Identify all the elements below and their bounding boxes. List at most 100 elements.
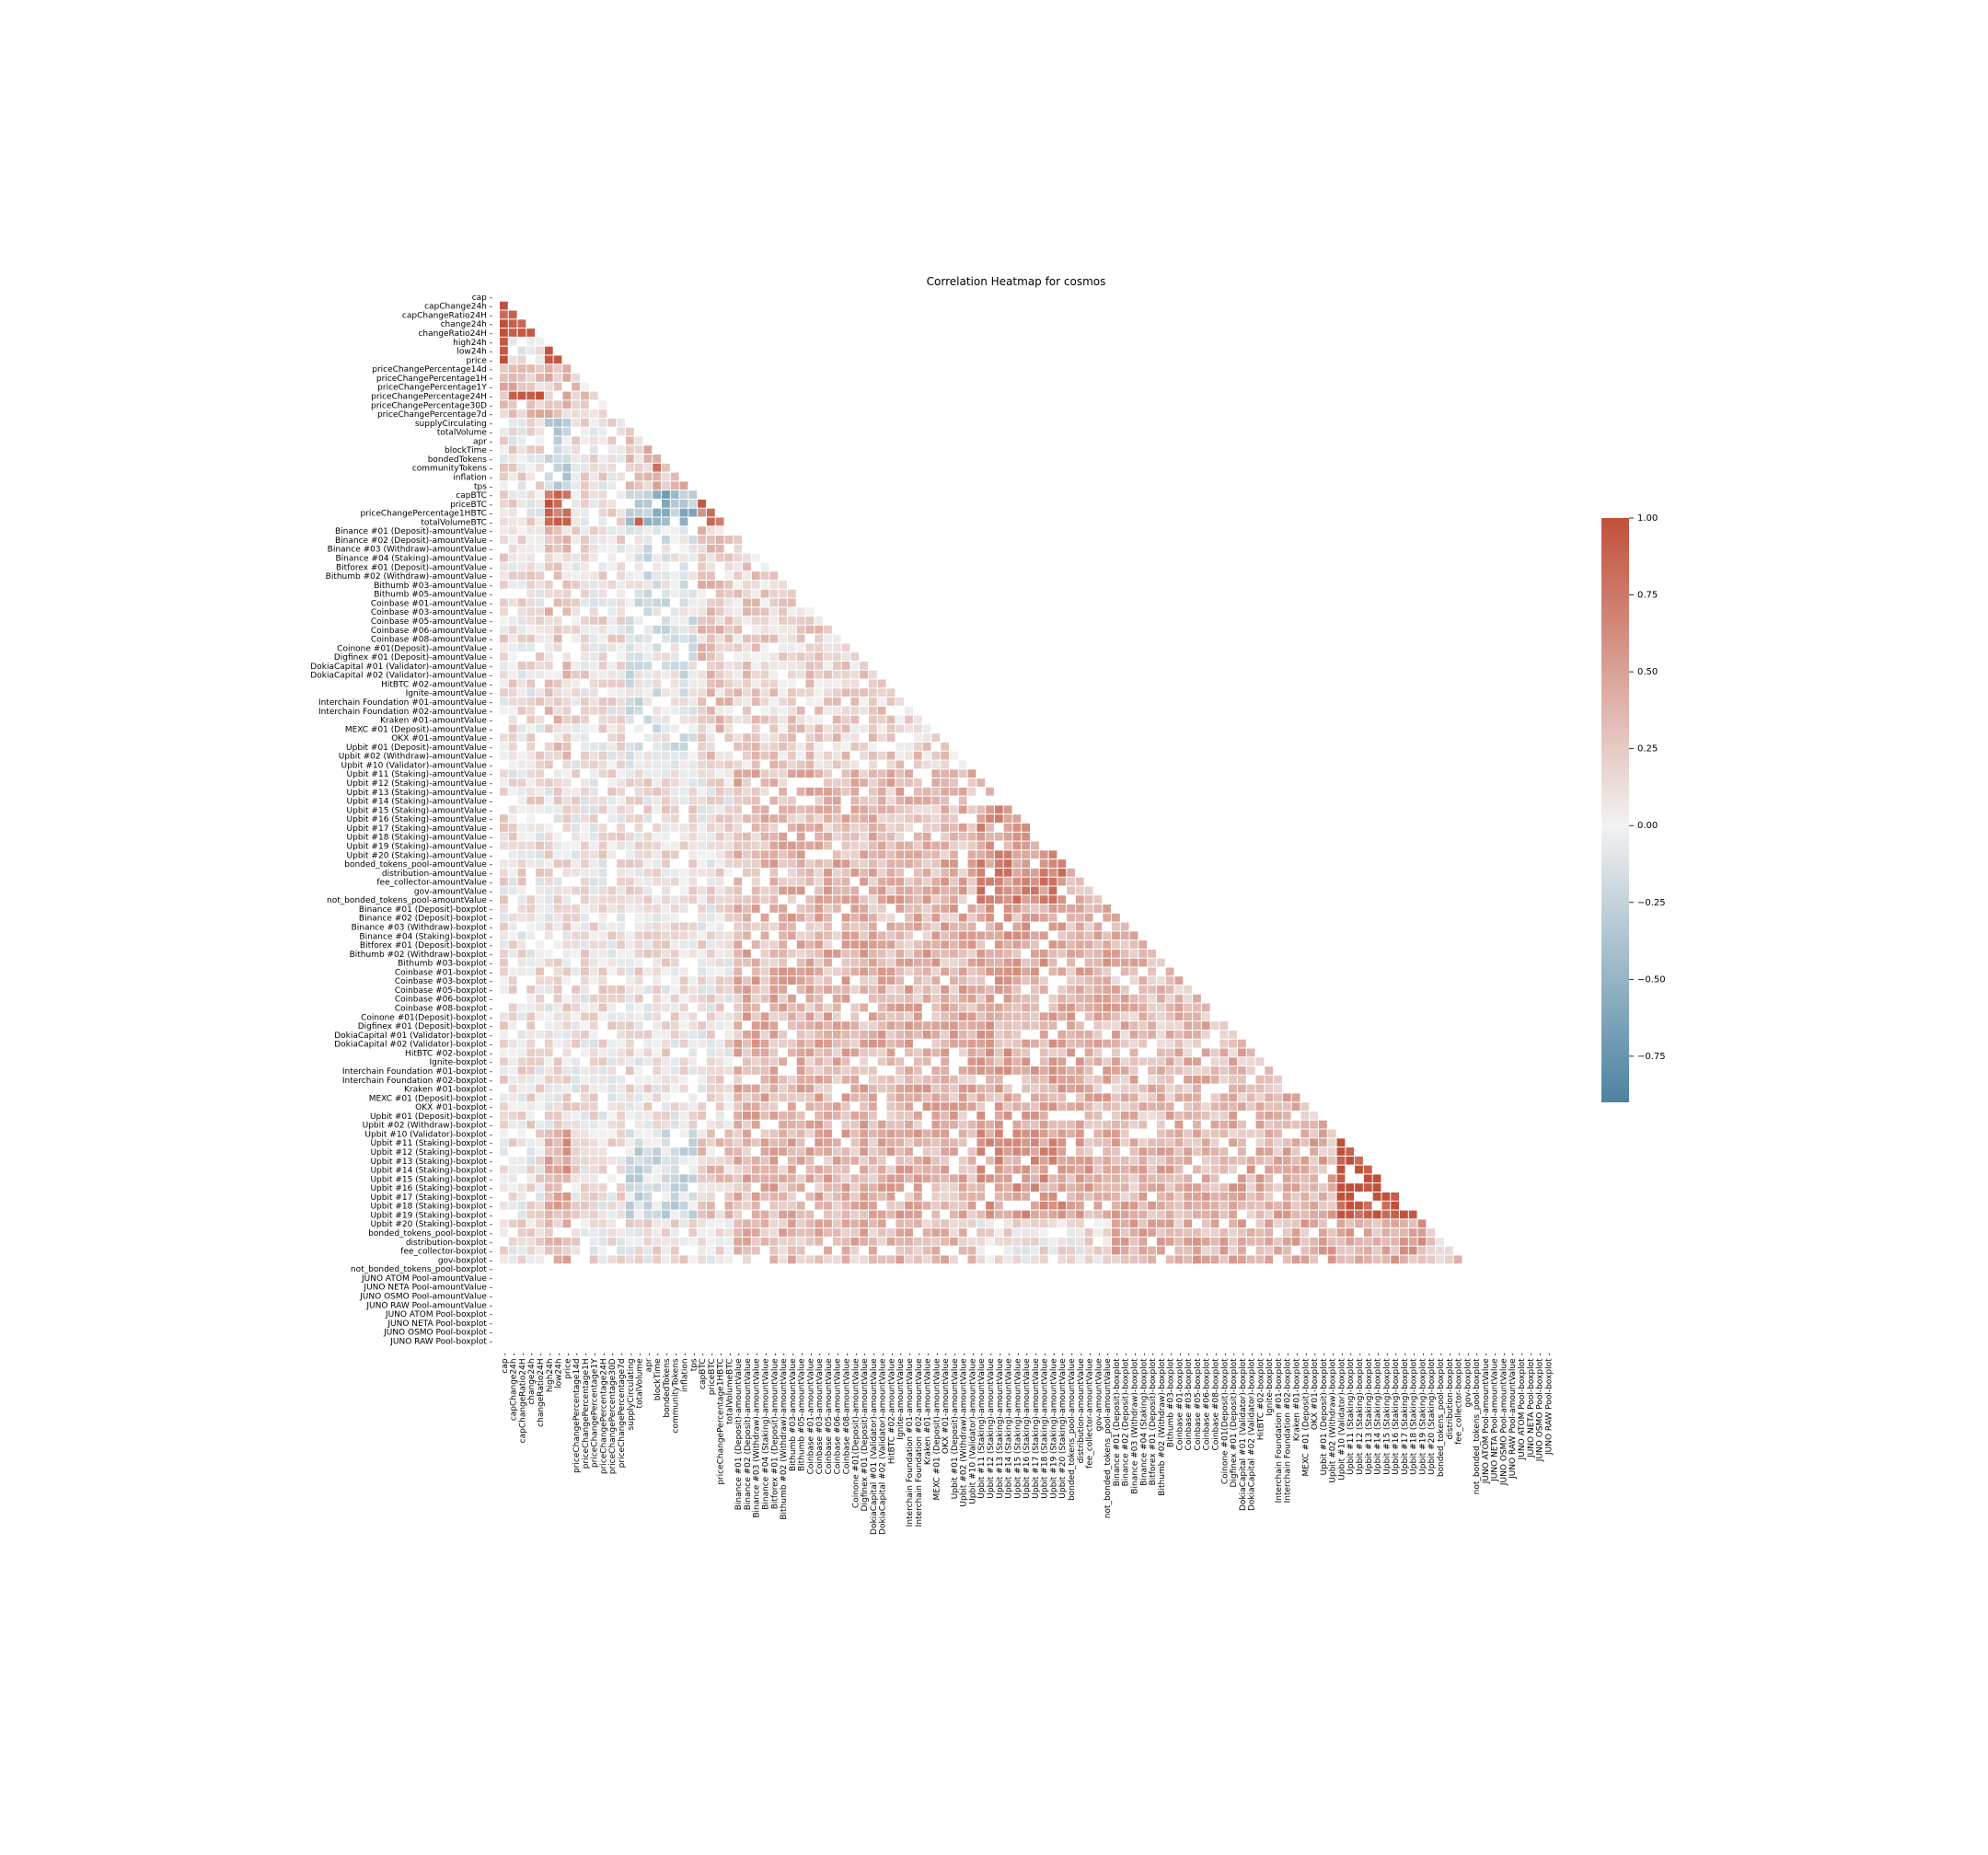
heatmap-cell bbox=[1165, 1228, 1174, 1237]
heatmap-cell bbox=[670, 1111, 679, 1120]
heatmap-cell bbox=[977, 886, 986, 895]
heatmap-cell bbox=[1156, 1138, 1165, 1147]
heatmap-cell bbox=[769, 1003, 779, 1012]
heatmap-cell bbox=[572, 715, 581, 724]
heatmap-cell bbox=[743, 787, 751, 796]
heatmap-cell bbox=[1022, 922, 1031, 931]
heatmap-cell bbox=[913, 850, 922, 859]
heatmap-cell bbox=[688, 634, 698, 643]
heatmap-cell bbox=[553, 994, 562, 1003]
heatmap-cell bbox=[1093, 1093, 1103, 1102]
heatmap-cell bbox=[1022, 994, 1031, 1003]
heatmap-cell bbox=[643, 1084, 653, 1093]
heatmap-cell bbox=[724, 778, 734, 787]
heatmap-cell bbox=[562, 364, 572, 374]
heatmap-cell bbox=[967, 1192, 977, 1201]
heatmap-cell bbox=[950, 922, 958, 931]
heatmap-cell bbox=[536, 805, 544, 814]
heatmap-cell bbox=[526, 1066, 536, 1075]
heatmap-cell bbox=[1067, 1120, 1075, 1129]
heatmap-cell bbox=[670, 472, 679, 481]
heatmap-cell bbox=[760, 1228, 769, 1237]
heatmap-cell bbox=[1138, 1228, 1148, 1237]
heatmap-cell bbox=[1129, 994, 1138, 1003]
heatmap-cell bbox=[1039, 1183, 1048, 1192]
heatmap-cell bbox=[760, 1084, 769, 1093]
heatmap-cell bbox=[1039, 1111, 1048, 1120]
heatmap-cell bbox=[662, 1021, 670, 1030]
heatmap-cell bbox=[724, 598, 734, 607]
heatmap-cell bbox=[662, 1183, 670, 1192]
heatmap-cell bbox=[670, 688, 679, 697]
heatmap-cell bbox=[868, 841, 877, 850]
heatmap-cell bbox=[688, 922, 698, 931]
heatmap-cell bbox=[913, 1003, 922, 1012]
heatmap-cell bbox=[787, 670, 796, 679]
heatmap-cell bbox=[617, 571, 625, 580]
heatmap-cell bbox=[572, 418, 581, 427]
heatmap-cell bbox=[581, 1003, 589, 1012]
heatmap-cell bbox=[508, 1039, 517, 1048]
heatmap-cell bbox=[734, 1192, 743, 1201]
heatmap-cell bbox=[1022, 1021, 1031, 1030]
heatmap-cell bbox=[562, 536, 572, 544]
heatmap-cell bbox=[958, 1246, 967, 1255]
heatmap-cell bbox=[850, 850, 860, 859]
heatmap-cell bbox=[1003, 886, 1012, 895]
heatmap-cell bbox=[1067, 976, 1075, 985]
heatmap-cell bbox=[553, 1201, 562, 1210]
heatmap-cell bbox=[653, 1075, 662, 1084]
heatmap-cell bbox=[581, 544, 589, 553]
heatmap-cell bbox=[706, 508, 715, 517]
heatmap-cell bbox=[922, 940, 931, 949]
heatmap-cell bbox=[1237, 1147, 1246, 1156]
heatmap-cell bbox=[1148, 1003, 1156, 1012]
heatmap-cell bbox=[815, 1066, 824, 1075]
heatmap-cell bbox=[526, 607, 536, 616]
heatmap-cell bbox=[734, 1210, 743, 1219]
heatmap-cell bbox=[1112, 1057, 1120, 1066]
heatmap-cell bbox=[787, 1219, 796, 1228]
heatmap-cell bbox=[1174, 1174, 1184, 1183]
heatmap-cell bbox=[598, 985, 607, 994]
heatmap-cell bbox=[1327, 1174, 1336, 1183]
heatmap-cell bbox=[1003, 1174, 1012, 1183]
heatmap-cell bbox=[913, 1048, 922, 1057]
heatmap-cell bbox=[787, 616, 796, 625]
heatmap-cell bbox=[706, 976, 715, 985]
heatmap-cell bbox=[508, 1246, 517, 1255]
heatmap-cell bbox=[796, 1111, 805, 1120]
heatmap-cell bbox=[706, 643, 715, 652]
heatmap-cell bbox=[779, 625, 787, 634]
heatmap-cell bbox=[1184, 1201, 1193, 1210]
heatmap-cell bbox=[589, 1111, 598, 1120]
heatmap-cell bbox=[743, 1174, 751, 1183]
heatmap-cell bbox=[1201, 1165, 1210, 1174]
heatmap-cell bbox=[877, 868, 886, 877]
heatmap-cell bbox=[751, 814, 760, 824]
heatmap-cell bbox=[1193, 1084, 1201, 1093]
heatmap-cell bbox=[734, 1012, 743, 1021]
heatmap-cell bbox=[553, 382, 562, 391]
heatmap-cell bbox=[562, 1201, 572, 1210]
heatmap-cell bbox=[824, 877, 832, 886]
heatmap-cell bbox=[1201, 1066, 1210, 1075]
heatmap-cell bbox=[815, 670, 824, 679]
heatmap-cell bbox=[536, 409, 544, 418]
heatmap-cell bbox=[589, 553, 598, 562]
heatmap-cell bbox=[760, 949, 769, 958]
heatmap-cell bbox=[779, 886, 787, 895]
heatmap-cell bbox=[967, 841, 977, 850]
heatmap-cell bbox=[950, 824, 958, 832]
heatmap-cell bbox=[598, 1147, 607, 1156]
heatmap-cell bbox=[688, 1228, 698, 1237]
heatmap-cell bbox=[950, 1174, 958, 1183]
heatmap-cell bbox=[868, 1012, 877, 1021]
heatmap-cell bbox=[1058, 1066, 1067, 1075]
heatmap-cell bbox=[715, 931, 724, 940]
heatmap-cell bbox=[1112, 1246, 1120, 1255]
heatmap-cell bbox=[589, 1066, 598, 1075]
heatmap-cell bbox=[779, 967, 787, 976]
heatmap-cell bbox=[850, 814, 860, 824]
